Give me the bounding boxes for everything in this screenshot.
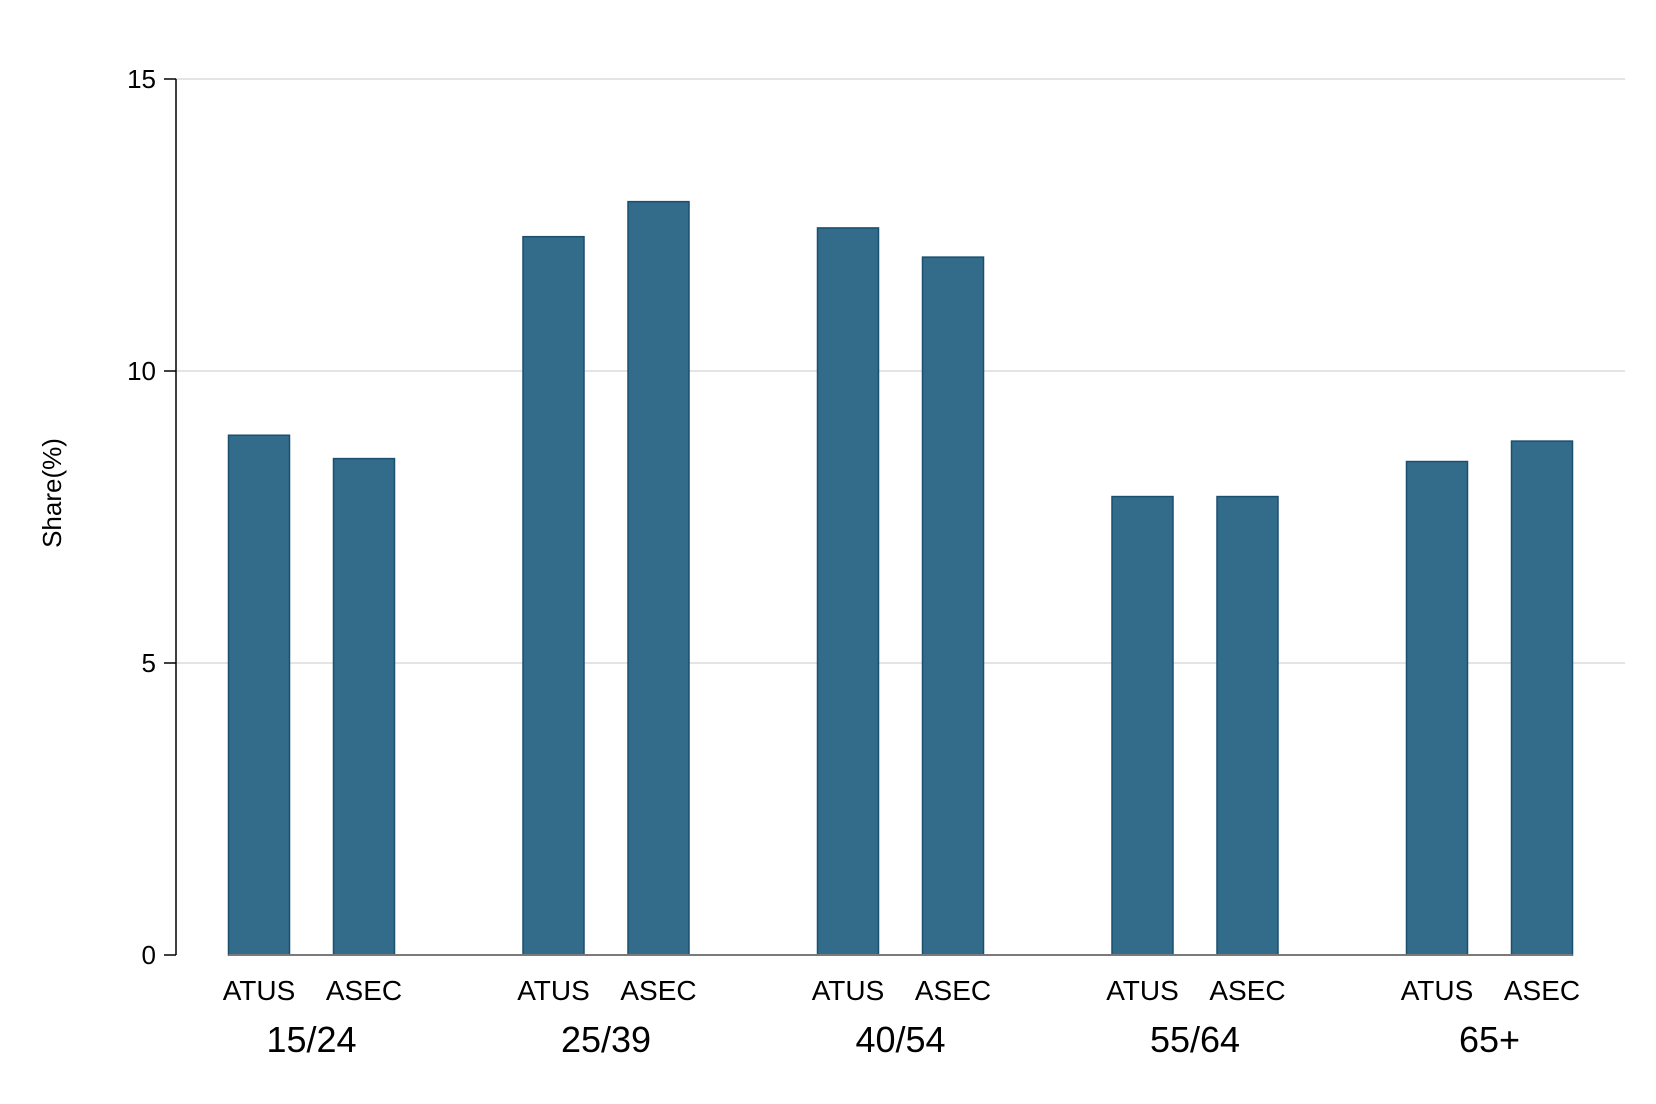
bar-15/24-ASEC	[332, 457, 396, 956]
bar-40/54-ASEC	[921, 256, 985, 956]
bar-65+-ATUS	[1405, 460, 1469, 956]
y-axis-title: Share(%)	[37, 438, 67, 548]
bar-label: ATUS	[812, 975, 885, 1006]
group-label: 40/54	[855, 1019, 945, 1060]
bar-label: ASEC	[1504, 975, 1580, 1006]
bar-55/64-ATUS	[1111, 495, 1174, 956]
y-tick-label: 0	[142, 940, 156, 970]
bar-label: ATUS	[517, 975, 590, 1006]
group-label: 15/24	[266, 1019, 356, 1060]
bar-label: ATUS	[1401, 975, 1474, 1006]
group-label: 25/39	[561, 1019, 651, 1060]
bar-40/54-ATUS	[816, 227, 880, 956]
bar-label: ATUS	[223, 975, 296, 1006]
bar-label: ASEC	[620, 975, 696, 1006]
bar-65+-ASEC	[1510, 440, 1574, 956]
y-tick-label: 5	[142, 648, 156, 678]
bar-55/64-ASEC	[1216, 495, 1279, 956]
bar-label: ASEC	[1209, 975, 1285, 1006]
y-tick-label: 15	[127, 64, 156, 94]
bar-label: ATUS	[1106, 975, 1179, 1006]
bar-25/39-ASEC	[627, 200, 690, 956]
bar-25/39-ATUS	[522, 235, 585, 956]
bar-label: ASEC	[326, 975, 402, 1006]
group-label: 55/64	[1150, 1019, 1240, 1060]
group-label: 65+	[1459, 1019, 1520, 1060]
y-tick-label: 10	[127, 356, 156, 386]
bar-label: ASEC	[915, 975, 991, 1006]
bar-15/24-ATUS	[227, 434, 291, 956]
